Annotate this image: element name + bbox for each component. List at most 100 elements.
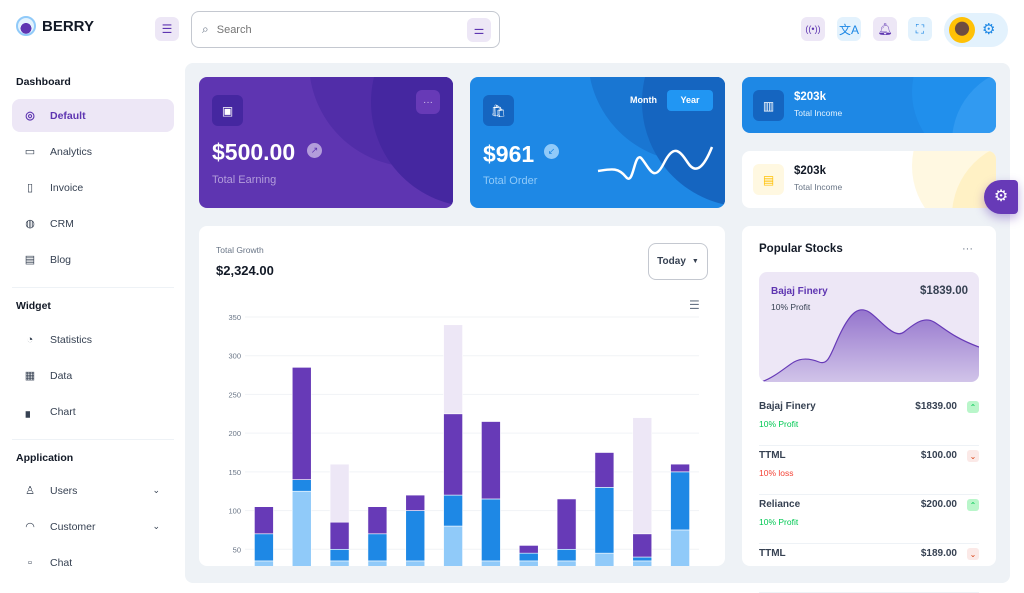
- search-bar: ⌕ ⚌: [191, 11, 500, 48]
- bar-segment[interactable]: [481, 560, 501, 566]
- bar-segment[interactable]: [254, 506, 274, 535]
- y-tick-label: 300: [228, 352, 241, 361]
- bar-segment[interactable]: [670, 471, 690, 531]
- device-analytics-icon: ▭: [24, 146, 36, 158]
- bar-segment[interactable]: [594, 452, 615, 488]
- sidebar-item-users[interactable]: ♙ Users ⌄: [12, 474, 174, 507]
- sidebar-item-label: CRM: [50, 217, 74, 230]
- menu-toggle-button[interactable]: ☰: [155, 17, 179, 41]
- bar-segment[interactable]: [594, 552, 615, 566]
- chevron-down-icon: ⌄: [152, 521, 160, 531]
- bar-segment[interactable]: [367, 533, 388, 562]
- bar-segment[interactable]: [481, 498, 501, 562]
- storefront-icon: ▤: [753, 164, 784, 195]
- sidebar-item-chart[interactable]: ▖ Chart: [12, 395, 174, 428]
- gear-icon: ⚙: [993, 188, 1009, 205]
- bar-segment[interactable]: [443, 413, 463, 496]
- income-value: $203k: [794, 91, 826, 103]
- bar-segment[interactable]: [632, 560, 653, 566]
- sidebar-item-default[interactable]: ◎ Default: [12, 99, 174, 132]
- bar-segment[interactable]: [594, 487, 615, 554]
- stock-row[interactable]: TTML 10% loss $100.00 ⌄: [759, 446, 979, 495]
- sidebar-item-analytics[interactable]: ▭ Analytics: [12, 135, 174, 168]
- notifications-button[interactable]: 🔔︎: [873, 17, 897, 41]
- chevron-up-icon: ⌃: [967, 401, 979, 413]
- bar-segment[interactable]: [291, 490, 312, 566]
- translate-icon: 文A: [838, 22, 859, 37]
- stock-row[interactable]: TTML $189.00 ⌄: [759, 544, 979, 593]
- bar-segment[interactable]: [254, 533, 274, 562]
- profile-button[interactable]: ⚙: [944, 13, 1008, 47]
- bar-segment[interactable]: [329, 463, 350, 523]
- y-tick-label: 250: [228, 390, 241, 399]
- shopping-bag-icon: 🛍︎: [483, 95, 514, 126]
- sidebar-item-crm[interactable]: ◍ CRM: [12, 207, 174, 240]
- live-button[interactable]: ((•)): [801, 17, 825, 41]
- sidebar-item-blog[interactable]: ▤ Blog: [12, 243, 174, 276]
- bar-segment[interactable]: [556, 560, 577, 566]
- stock-row[interactable]: Reliance 10% Profit $200.00 ⌃: [759, 495, 979, 544]
- logo[interactable]: BERRY: [16, 16, 94, 36]
- bar-segment[interactable]: [443, 494, 463, 527]
- search-input[interactable]: [216, 23, 459, 36]
- y-tick-label: 50: [233, 545, 241, 554]
- bar-segment[interactable]: [632, 533, 653, 558]
- year-toggle[interactable]: Year: [667, 90, 713, 111]
- fullscreen-icon: ⛶: [915, 21, 925, 36]
- stock-row[interactable]: Bajaj Finery 10% Profit $1839.00 ⌃: [759, 397, 979, 446]
- language-button[interactable]: 文A: [837, 17, 861, 41]
- stock-value: $200.00: [920, 499, 957, 510]
- total-earning-card: ▣ ··· $500.00 ↗ Total Earning: [199, 77, 453, 208]
- total-order-card: 🛍︎ Month Year $961 ↙ Total Order: [470, 77, 725, 208]
- dashboard-icon: ◎: [25, 110, 35, 122]
- bar-segment[interactable]: [670, 529, 690, 566]
- sidebar-item-customer[interactable]: ◠ Customer ⌄: [12, 510, 174, 543]
- bar-segment[interactable]: [518, 552, 539, 562]
- stock-change: 10% Profit: [759, 517, 799, 527]
- more-button[interactable]: ···: [416, 90, 440, 114]
- period-select[interactable]: Today ▼: [648, 243, 708, 280]
- bar-segment[interactable]: [518, 560, 539, 566]
- bar-segment[interactable]: [481, 421, 501, 500]
- bar-segment[interactable]: [329, 548, 350, 562]
- bar-segment[interactable]: [367, 560, 388, 566]
- bar-segment[interactable]: [556, 548, 577, 562]
- clipboard-icon: ▦: [24, 370, 36, 382]
- sidebar-item-statistics[interactable]: ◔ Statistics: [12, 323, 174, 356]
- chevron-up-icon: ⌃: [967, 499, 979, 511]
- total-growth-card: Total Growth $2,324.00 Today ▼ ☰ 50 100 150…: [199, 226, 725, 566]
- bar-segment[interactable]: [405, 494, 426, 511]
- bar-segment[interactable]: [632, 417, 653, 535]
- customize-settings-button[interactable]: ⚙: [984, 180, 1018, 214]
- bar-segment[interactable]: [254, 560, 274, 566]
- bar-segment[interactable]: [291, 479, 312, 492]
- bar-segment[interactable]: [405, 560, 426, 566]
- chart-icon: ▖: [25, 406, 35, 418]
- bar-segment[interactable]: [556, 498, 577, 550]
- bar-segment[interactable]: [329, 521, 350, 550]
- featured-stock-name: Bajaj Finery: [771, 286, 828, 297]
- stock-name: TTML: [759, 450, 786, 461]
- growth-title: Total Growth: [216, 245, 264, 255]
- sidebar-item-data[interactable]: ▦ Data: [12, 359, 174, 392]
- bar-segment[interactable]: [632, 556, 653, 562]
- bar-segment[interactable]: [367, 506, 388, 535]
- bar-segment[interactable]: [405, 510, 426, 562]
- bar-segment[interactable]: [329, 560, 350, 566]
- sidebar-section-title: Widget: [16, 300, 51, 312]
- fullscreen-button[interactable]: ⛶: [908, 17, 932, 41]
- bar-segment[interactable]: [291, 367, 312, 480]
- stock-value: $189.00: [920, 548, 957, 559]
- bar-segment[interactable]: [443, 324, 463, 415]
- y-tick-label: 350: [228, 313, 241, 322]
- bar-segment[interactable]: [443, 525, 463, 566]
- bar-segment[interactable]: [518, 545, 539, 554]
- sidebar-item-label: Customer: [50, 520, 96, 533]
- month-toggle[interactable]: Month: [630, 95, 657, 105]
- more-icon[interactable]: ···: [962, 243, 973, 255]
- income-label: Total Income: [794, 108, 843, 118]
- chart-menu-icon[interactable]: ☰: [689, 298, 700, 312]
- bar-segment[interactable]: [670, 463, 690, 473]
- filter-button[interactable]: ⚌: [467, 17, 491, 42]
- sidebar-item-invoice[interactable]: ▯ Invoice: [12, 171, 174, 204]
